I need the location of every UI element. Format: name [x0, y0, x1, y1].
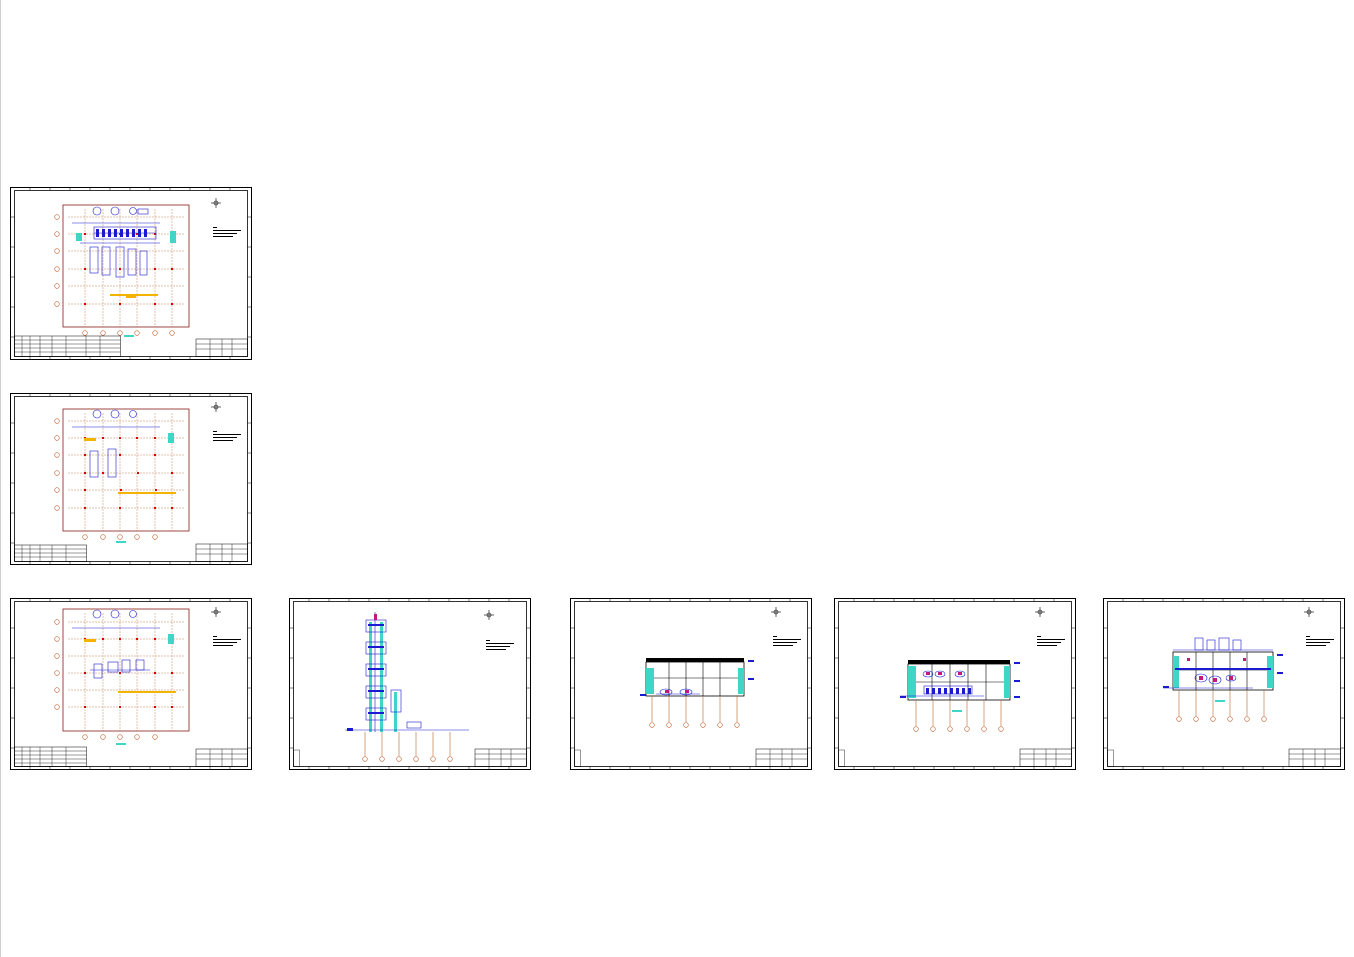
compass-icon — [484, 610, 494, 620]
drawing-sheet-plan-1[interactable] — [10, 187, 252, 360]
compass-icon — [211, 402, 221, 412]
sheet-drawing — [10, 393, 252, 565]
sheet-drawing — [834, 598, 1076, 770]
compass-icon — [211, 607, 221, 617]
viewport-left-edge — [0, 0, 1, 957]
drawing-sheet-plan-2[interactable] — [10, 393, 252, 565]
compass-icon — [211, 198, 221, 208]
drawing-sheet-section-c[interactable] — [1103, 598, 1345, 770]
drawing-sheet-section-b[interactable] — [834, 598, 1076, 770]
sheet-drawing — [289, 598, 531, 770]
drawing-sheet-section-a[interactable] — [570, 598, 812, 770]
drawing-sheet-plan-3[interactable] — [10, 598, 252, 770]
sheet-drawing — [10, 187, 252, 360]
sheet-drawing — [10, 598, 252, 770]
compass-icon — [1035, 607, 1045, 617]
compass-icon — [1304, 607, 1314, 617]
drawing-sheet-tower-elevation[interactable] — [289, 598, 531, 770]
compass-icon — [771, 607, 781, 617]
sheet-drawing — [570, 598, 812, 770]
sheet-drawing — [1103, 598, 1345, 770]
